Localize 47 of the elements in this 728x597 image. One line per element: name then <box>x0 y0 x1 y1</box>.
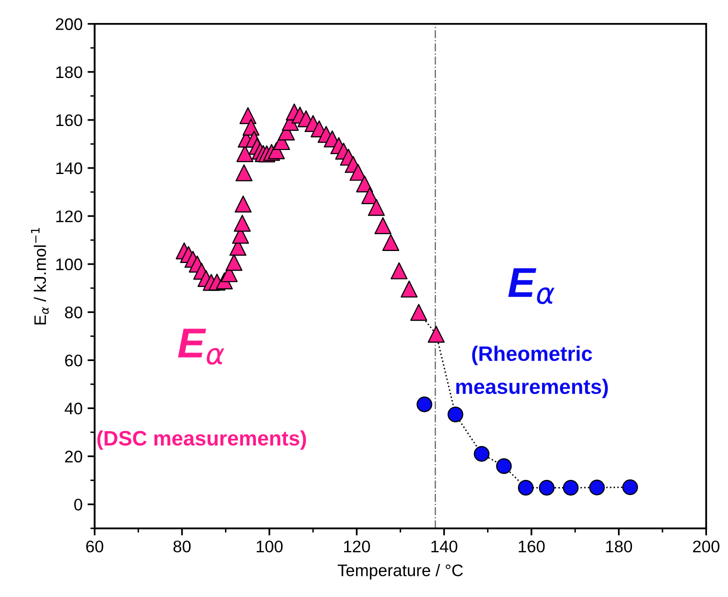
x-tick-label: 140 <box>431 540 458 552</box>
y-tick-label: 180 <box>56 66 82 78</box>
y-tick-label: 0 <box>74 498 82 511</box>
y-tick-label: 200 <box>56 18 82 30</box>
point <box>562 480 579 496</box>
point <box>518 480 534 496</box>
x-tick-label: 80 <box>173 540 191 552</box>
point <box>236 164 252 182</box>
point <box>428 326 445 343</box>
x-axis-title: Temperature / °C <box>338 564 463 580</box>
y-tick-label: 160 <box>56 114 82 126</box>
x-tick-label: 100 <box>256 540 283 552</box>
point <box>448 406 464 422</box>
point <box>496 458 512 474</box>
point <box>382 234 400 251</box>
point <box>410 304 428 321</box>
y-tick-label: 140 <box>56 162 82 174</box>
x-tick-label: 180 <box>606 540 632 552</box>
y-tick-label: 120 <box>56 210 82 222</box>
point <box>416 396 432 412</box>
x-tick-label: 60 <box>86 540 104 552</box>
x-tick-label: 200 <box>693 540 720 552</box>
y-axis-title: E$_{α}$ / kJ.mol$^{−1}$ <box>31 228 49 324</box>
annotation: (Rheometric measurements) <box>456 346 608 398</box>
point <box>589 480 605 496</box>
y-tick-label: 20 <box>65 450 82 462</box>
point <box>400 280 418 298</box>
point <box>374 217 392 234</box>
point <box>368 198 385 216</box>
y-tick-label: 40 <box>64 402 82 414</box>
point <box>361 187 378 204</box>
point <box>622 479 638 496</box>
x-tick-label: 120 <box>344 540 370 552</box>
point <box>234 196 252 213</box>
point <box>538 480 555 496</box>
point <box>390 262 408 280</box>
y-tick-label: 100 <box>56 258 82 270</box>
annotation: E$_{α}$ <box>508 268 555 304</box>
x-tick-label: 160 <box>518 540 545 552</box>
point <box>242 118 260 136</box>
point <box>474 446 490 462</box>
annotation: (DSC measurements) <box>97 430 306 450</box>
annotation: E$_{α}$ <box>178 328 224 365</box>
point <box>234 214 251 232</box>
y-tick-label: 60 <box>65 354 82 366</box>
y-tick-label: 80 <box>65 306 82 318</box>
point <box>226 254 242 271</box>
